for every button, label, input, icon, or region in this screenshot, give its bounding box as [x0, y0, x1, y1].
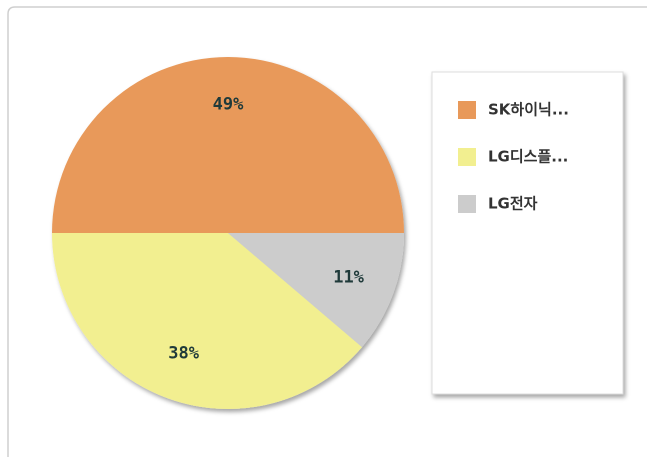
legend-swatch	[458, 101, 476, 119]
legend-box	[431, 71, 624, 395]
data-label: 38%	[168, 344, 199, 364]
legend-swatch	[458, 148, 476, 166]
card-border	[7, 6, 647, 457]
pie-slice	[228, 233, 404, 348]
legend-label: LG전자	[488, 195, 538, 213]
data-label: 49%	[213, 95, 244, 115]
pie-slice	[52, 233, 363, 409]
legend-label: LG디스플...	[488, 148, 568, 166]
legend-label: SK하이닉...	[488, 101, 569, 119]
legend-swatch	[458, 195, 476, 213]
pie	[52, 57, 404, 409]
data-label: 11%	[333, 267, 364, 287]
pie-slice	[52, 57, 404, 233]
